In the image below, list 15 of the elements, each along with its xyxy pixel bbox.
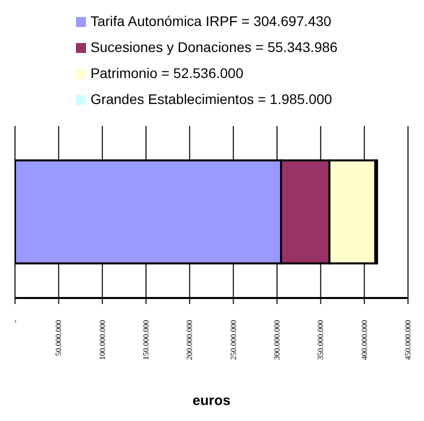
legend-label: Patrimonio = 52.536.000 <box>90 65 244 81</box>
x-tick-label: 300.000.000 <box>272 320 282 360</box>
x-tick-label: - <box>10 320 20 323</box>
x-tick-label: 350.000.000 <box>316 320 326 360</box>
x-tick-label: 400.000.000 <box>360 320 369 360</box>
legend-label: Grandes Establecimientos = 1.985.000 <box>90 91 332 107</box>
x-tick-label: 200.000.000 <box>185 320 194 360</box>
legend-label: Tarifa Autonómica IRPF = 304.697.430 <box>90 13 332 29</box>
x-tick-label: 50.000.000 <box>54 320 64 356</box>
legend-label: Sucesiones y Donaciones = 55.343.986 <box>90 39 338 55</box>
x-tick-label: 250.000.000 <box>228 320 238 360</box>
x-tick-label: 100.000.000 <box>98 320 107 360</box>
x-tick-label: 450.000.000 <box>404 320 412 360</box>
x-tick-label: 150.000.000 <box>142 320 150 360</box>
x-axis-title: euros <box>192 392 231 408</box>
